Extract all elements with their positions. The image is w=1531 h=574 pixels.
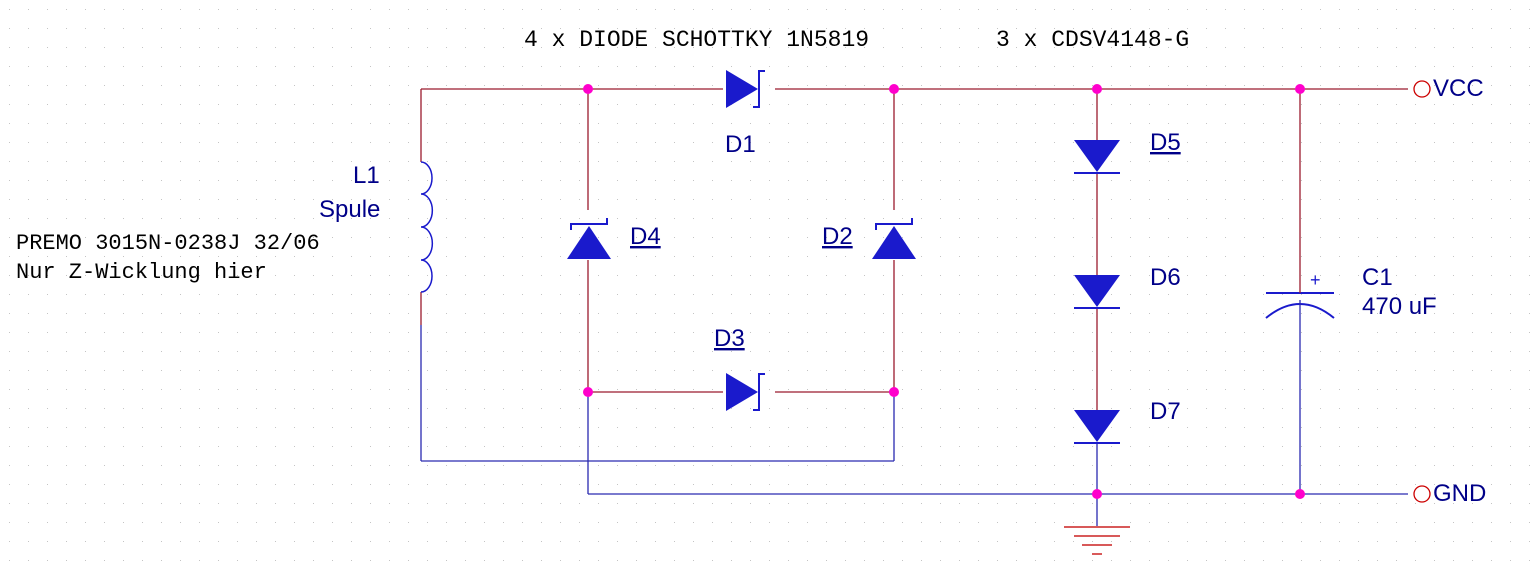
wires <box>420 88 1408 410</box>
junction-dot <box>1092 489 1102 499</box>
wires-blue <box>420 320 1408 526</box>
gnd-port-icon[interactable] <box>1413 485 1431 503</box>
diode-d3 <box>726 373 765 411</box>
diode-d3-label: D3 <box>714 325 745 352</box>
diode-d2 <box>872 218 916 259</box>
junctions <box>583 84 1305 499</box>
capacitor-c1 <box>1265 268 1335 320</box>
ground-symbol <box>1064 526 1130 555</box>
junction-dot <box>889 387 899 397</box>
gnd-label: GND <box>1433 480 1486 507</box>
junction-dot <box>1295 489 1305 499</box>
inductor-coil <box>420 161 434 293</box>
diode-d5 <box>1074 140 1120 174</box>
junction-dot <box>889 84 899 94</box>
junction-dot <box>583 387 593 397</box>
inductor-value: Spule <box>319 196 380 223</box>
diode-d7 <box>1074 410 1120 444</box>
inductor-part-line2: Nur Z-Wicklung hier <box>16 260 267 285</box>
junction-dot <box>1092 84 1102 94</box>
diode-d4-label: D4 <box>630 223 661 250</box>
capacitor-polarity-label: + <box>1310 270 1321 290</box>
diode-d6-label: D6 <box>1150 264 1181 291</box>
diode-d6 <box>1074 275 1120 309</box>
schottky-note: 4 x DIODE SCHOTTKY 1N5819 <box>524 27 869 53</box>
junction-dot <box>1295 84 1305 94</box>
inductor-ref: L1 <box>353 162 380 189</box>
vcc-port-icon[interactable] <box>1413 80 1431 98</box>
diode-d1-label: D1 <box>725 131 756 158</box>
diode-d2-label: D2 <box>822 223 853 250</box>
inductor-part-line1: PREMO 3015N-0238J 32/06 <box>16 231 320 256</box>
zener-note: 3 x CDSV4148-G <box>996 27 1189 53</box>
diode-d4 <box>567 218 611 259</box>
diode-d7-label: D7 <box>1150 398 1181 425</box>
diode-d1 <box>726 70 765 108</box>
capacitor-ref: C1 <box>1362 264 1393 291</box>
capacitor-value: 470 uF <box>1362 293 1437 320</box>
diode-d5-label: D5 <box>1150 129 1181 156</box>
vcc-label: VCC <box>1433 75 1484 102</box>
junction-dot <box>583 84 593 94</box>
